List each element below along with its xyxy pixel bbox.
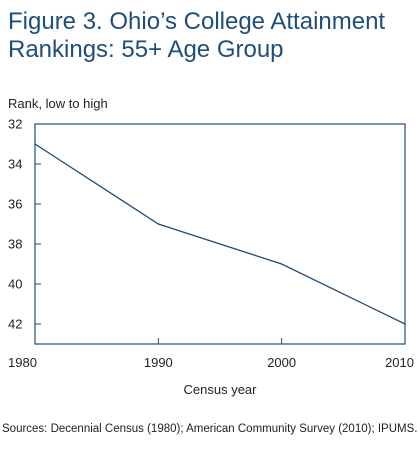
data-point: [157, 223, 160, 225]
x-ticks: 1980 1990 2000 2010: [8, 338, 414, 370]
x-axis-label: Census year: [184, 382, 258, 397]
series-line: [34, 143, 406, 325]
x-tick-label: 2000: [267, 355, 296, 370]
source-note: Sources: Decennial Census (1980); Americ…: [2, 423, 418, 435]
x-tick-label: 2010: [385, 355, 414, 370]
y-tick-label: 42: [8, 317, 22, 332]
chart-title: Figure 3. Ohio’s College Attainment Rank…: [8, 8, 386, 63]
data-point: [404, 323, 406, 325]
y-tick-label: 36: [8, 197, 22, 212]
series-group: [34, 143, 406, 325]
y-tick-label: 38: [8, 237, 22, 252]
x-tick-label: 1980: [8, 355, 37, 370]
data-point: [34, 143, 36, 145]
y-tick-label: 34: [8, 157, 22, 172]
y-axis-label: Rank, low to high: [8, 96, 108, 111]
y-tick-label: 32: [8, 117, 22, 132]
y-tick-label: 40: [8, 277, 22, 292]
data-point: [280, 263, 283, 265]
plot-frame: [34, 123, 406, 345]
x-tick-label: 1990: [144, 355, 173, 370]
y-ticks: 32 34 36 38 40 42: [8, 117, 41, 332]
